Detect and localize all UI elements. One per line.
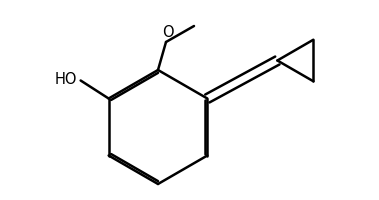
Text: HO: HO bbox=[54, 72, 77, 87]
Text: O: O bbox=[162, 25, 174, 40]
